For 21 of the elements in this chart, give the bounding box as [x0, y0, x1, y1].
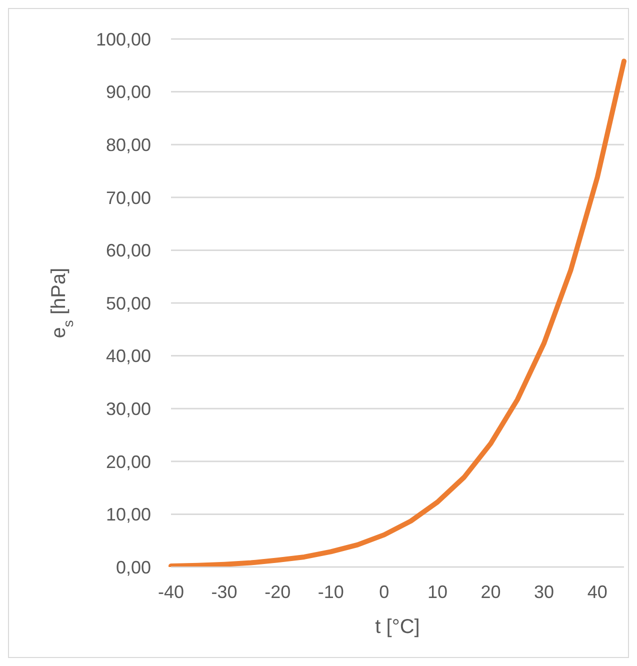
x-tick-label: 0	[379, 582, 390, 602]
x-tick-label: 20	[480, 582, 501, 602]
x-tick-label: -20	[264, 582, 291, 602]
x-tick-label: 10	[427, 582, 448, 602]
x-tick-label: 30	[534, 582, 554, 602]
x-tick-label: -30	[211, 582, 238, 602]
x-tick-label: -40	[158, 582, 184, 602]
y-tick-label: 80,00	[106, 134, 151, 155]
x-axis-title: t [°C]	[375, 616, 420, 638]
y-tick-label: 40,00	[106, 346, 151, 366]
y-tick-label: 60,00	[106, 240, 151, 261]
y-tick-label: 20,00	[106, 452, 151, 472]
y-tick-label: 100,00	[96, 29, 151, 50]
y-tick-label: 30,00	[106, 398, 151, 419]
y-tick-label: 50,00	[106, 293, 151, 314]
y-tick-label: 90,00	[106, 82, 151, 102]
x-tick-label: 40	[587, 582, 608, 602]
x-tick-label: -10	[318, 582, 344, 602]
y-tick-label: 70,00	[106, 188, 151, 208]
y-tick-label: 10,00	[106, 504, 151, 525]
y-tick-label: 0,00	[116, 557, 151, 578]
